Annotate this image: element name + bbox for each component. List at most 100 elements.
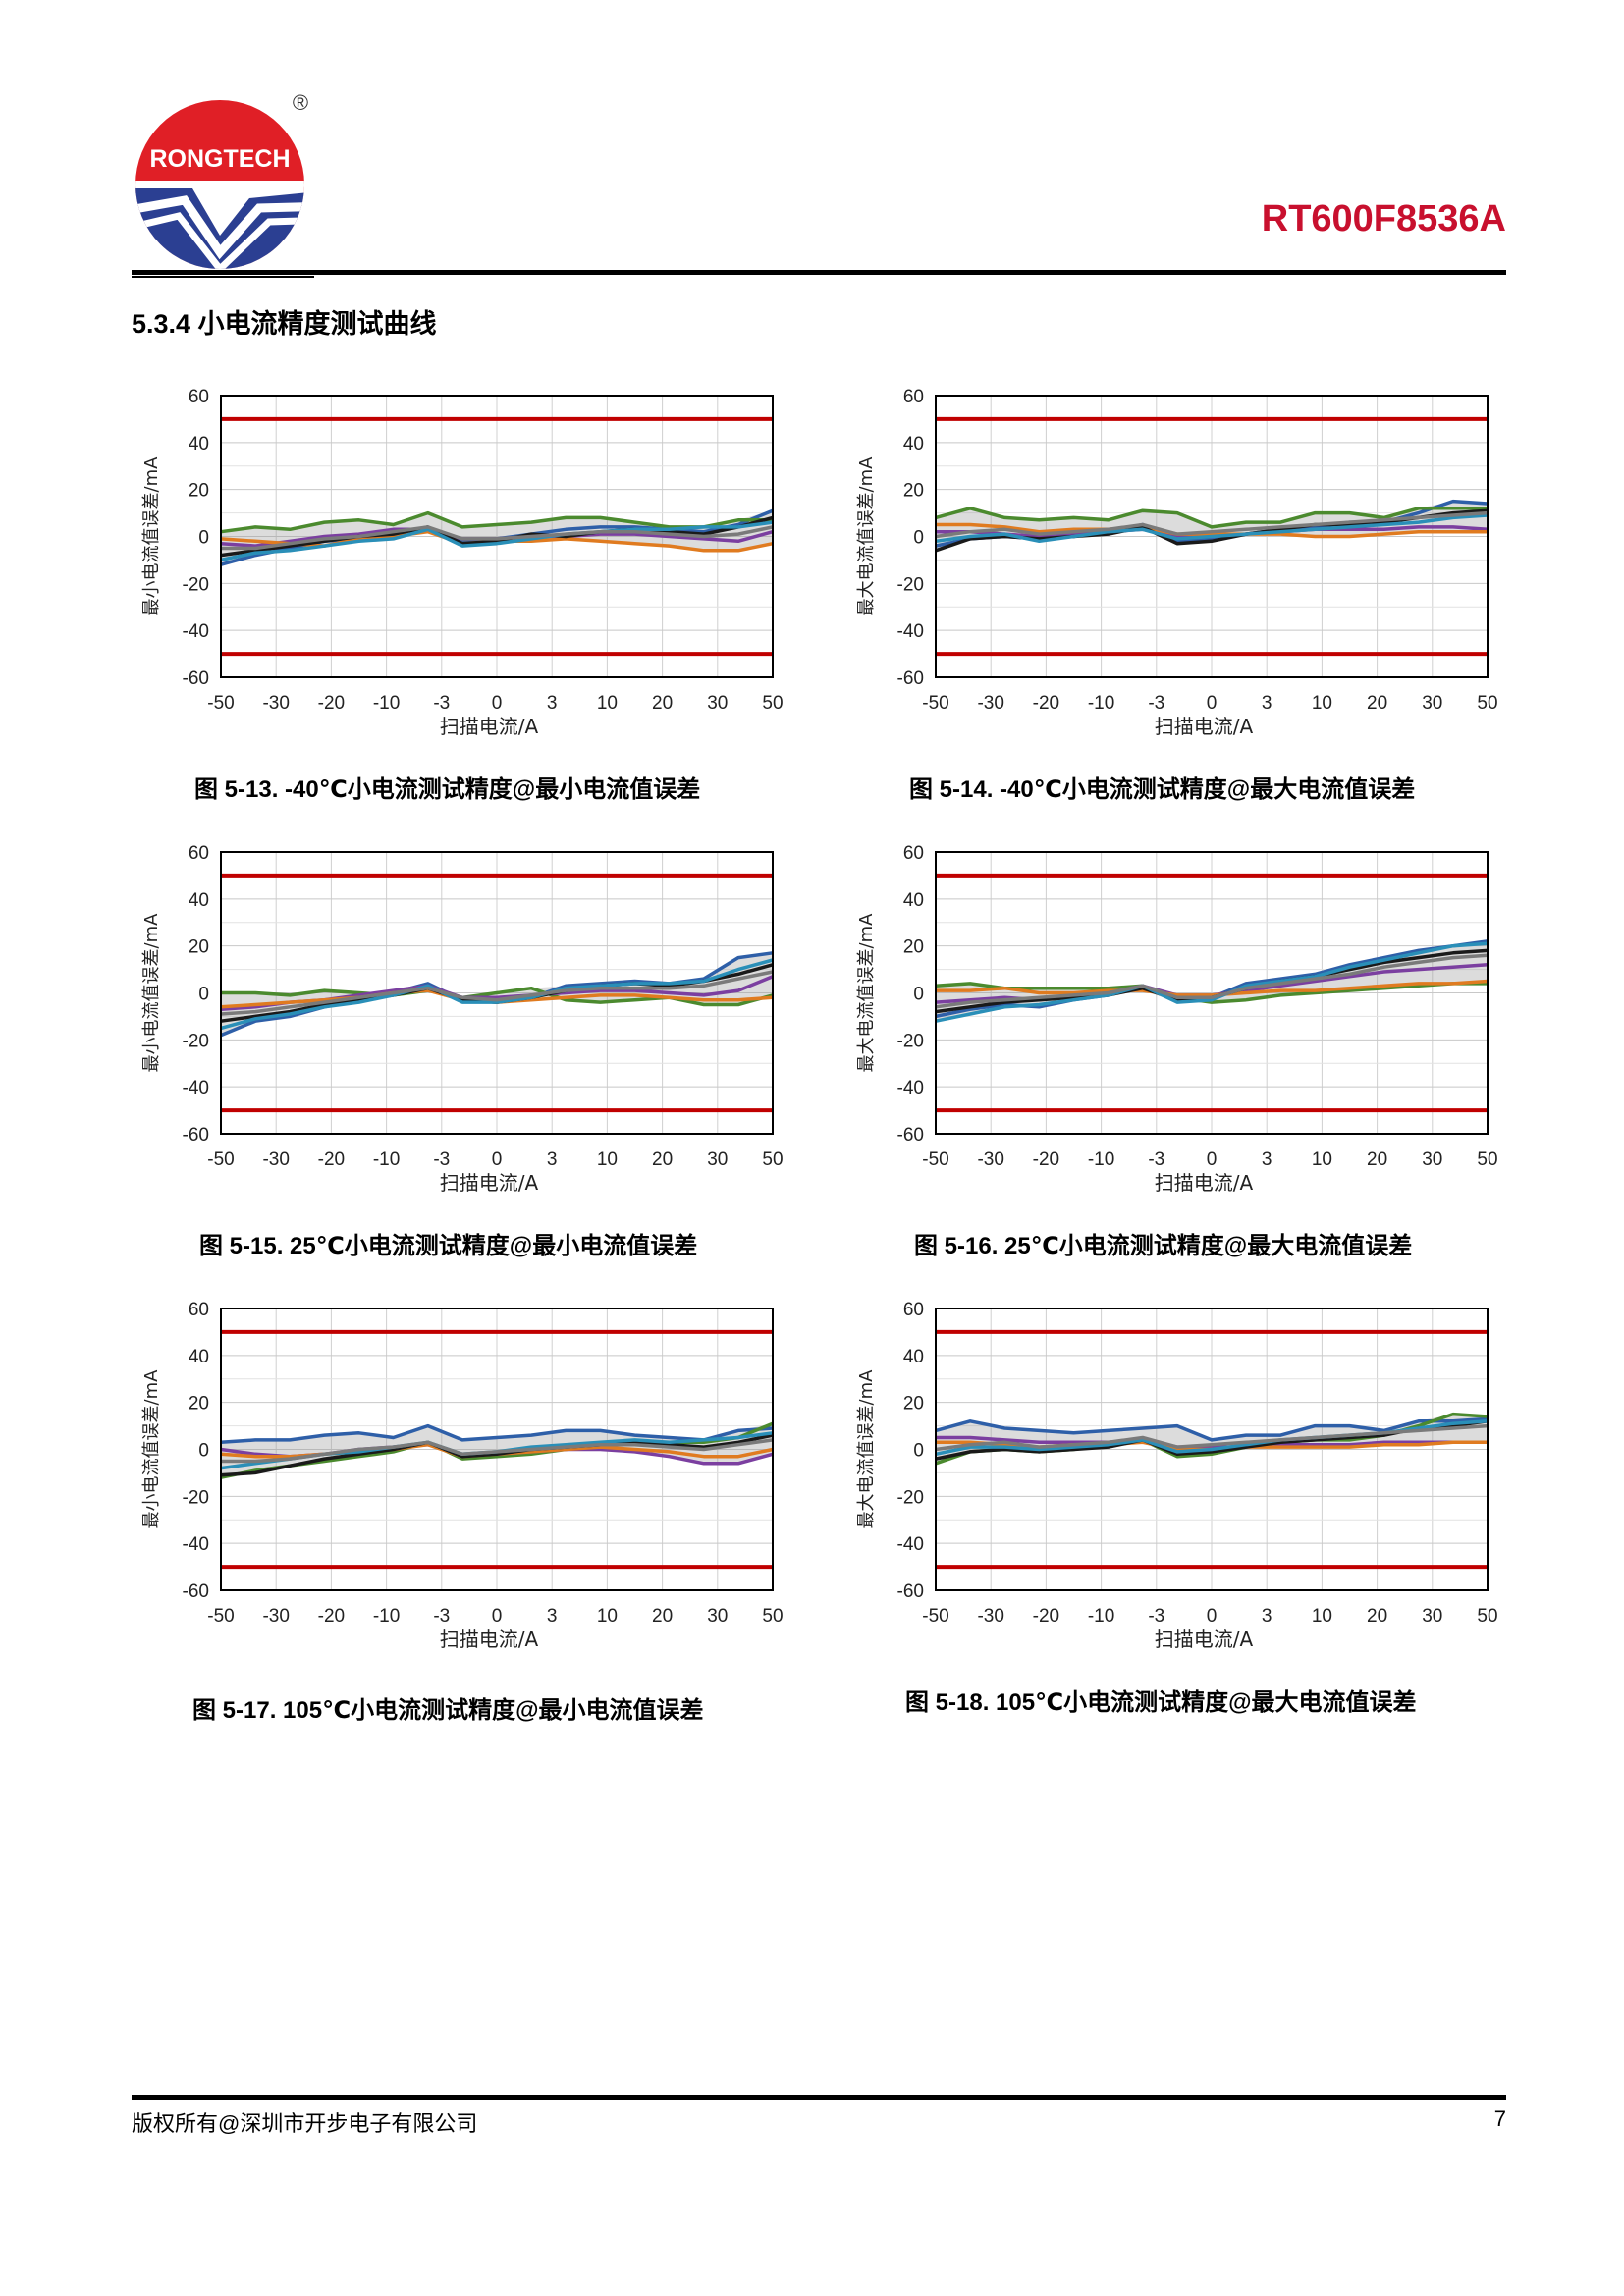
x-tick-label: 30 — [707, 1149, 728, 1170]
x-tick-label: -20 — [318, 693, 345, 714]
y-tick-label: 60 — [903, 387, 924, 407]
x-tick-label: 50 — [1477, 1606, 1497, 1627]
x-tick-label: -20 — [1033, 693, 1059, 714]
series-line-3 — [936, 1435, 1488, 1449]
x-tick-label: -3 — [1148, 693, 1164, 714]
y-axis-label: 最小电流值误差/mA — [141, 1369, 162, 1529]
x-tick-label: -10 — [1088, 693, 1114, 714]
x-tick-label: -50 — [207, 693, 234, 714]
x-tick-label: 50 — [1477, 1149, 1497, 1170]
x-tick-label: 10 — [1312, 1149, 1332, 1170]
x-tick-label: -30 — [262, 1606, 289, 1627]
plot-frame — [220, 851, 774, 1135]
x-tick-label: 3 — [1262, 1149, 1272, 1170]
x-tick-label: -50 — [922, 1149, 948, 1170]
x-tick-label: 30 — [1422, 1606, 1442, 1627]
x-tick-label: -3 — [433, 1149, 450, 1170]
x-axis-label: 扫描电流/A — [1155, 1171, 1254, 1195]
x-tick-label: 30 — [1422, 1149, 1442, 1170]
x-tick-label: -10 — [1088, 1149, 1114, 1170]
x-tick-label: 20 — [1367, 1606, 1387, 1627]
figure-caption-5-16: 图 5-16. 25℃小电流测试精度@最大电流值误差 — [914, 1233, 1413, 1259]
x-tick-label: 0 — [492, 1606, 503, 1627]
x-tick-label: 3 — [547, 1149, 558, 1170]
y-tick-label: 20 — [189, 937, 209, 958]
y-tick-label: 40 — [189, 1347, 209, 1367]
x-tick-label: 10 — [597, 1149, 618, 1170]
figure-caption-5-18: 图 5-18. 105℃小电流测试精度@最大电流值误差 — [905, 1689, 1417, 1716]
document-title: RT600F8536A — [1261, 198, 1506, 240]
svg-text:®: ® — [293, 90, 308, 115]
series-line-2 — [935, 507, 1488, 529]
y-tick-label: -40 — [897, 1534, 924, 1555]
figure-caption-5-14: 图 5-14. -40℃小电流测试精度@最大电流值误差 — [909, 776, 1416, 803]
x-tick-label: 20 — [652, 1149, 673, 1170]
x-tick-label: 20 — [1367, 1149, 1387, 1170]
y-tick-label: 40 — [903, 1347, 924, 1367]
series-line-7 — [935, 953, 1489, 1009]
plot-frame — [220, 395, 774, 678]
x-tick-label: -50 — [922, 1606, 948, 1627]
y-tick-label: -20 — [897, 574, 924, 595]
chart-fig-5-13: 60 40 20 0 -20 -40 -60 -50 -30 -20 -10 -3 0 3 10 20 30 50… — [128, 378, 815, 771]
x-tick-label: 3 — [547, 693, 558, 714]
plot-frame — [935, 851, 1489, 1135]
y-tick-label: 40 — [903, 434, 924, 454]
x-tick-label: 20 — [652, 693, 673, 714]
y-tick-label: -40 — [183, 1534, 209, 1555]
y-tick-label: 0 — [198, 1441, 209, 1462]
chart-fig-5-18: 60 40 20 0 -20 -40 -60 -50 -30 -20 -10 -3 0 3 10 20 30 50… — [842, 1291, 1530, 1683]
y-tick-label: -20 — [897, 1031, 924, 1051]
plot-frame — [220, 1308, 774, 1591]
figure-caption-5-13: 图 5-13. -40℃小电流测试精度@最小电流值误差 — [194, 776, 701, 803]
y-tick-label: 0 — [913, 1441, 924, 1462]
y-tick-label: 0 — [913, 528, 924, 549]
x-tick-label: 10 — [1312, 1606, 1332, 1627]
series-line-2 — [935, 982, 1488, 1004]
x-tick-label: 50 — [1477, 693, 1497, 714]
y-tick-label: 60 — [189, 843, 209, 864]
series-line-7 — [935, 1423, 1489, 1452]
x-tick-label: -3 — [433, 693, 450, 714]
series-line-4 — [936, 979, 1489, 997]
y-tick-label: 60 — [189, 387, 209, 407]
x-tick-label: -30 — [262, 1149, 289, 1170]
x-tick-label: 20 — [1367, 693, 1387, 714]
y-tick-label: -60 — [897, 1581, 924, 1602]
series-line-7 — [220, 970, 774, 1016]
section-title: 5.3.4 小电流精度测试曲线 — [132, 309, 437, 339]
x-tick-label: 20 — [652, 1606, 673, 1627]
x-tick-label: -3 — [1148, 1149, 1164, 1170]
x-tick-label: -10 — [373, 693, 400, 714]
chart-fig-5-15: 60 40 20 0 -20 -40 -60 -50 -30 -20 -10 -3 0 3 10 20 30 50… — [128, 834, 815, 1227]
y-tick-label: -40 — [183, 621, 209, 642]
plot-frame — [935, 395, 1489, 678]
x-tick-label: 30 — [707, 1606, 728, 1627]
x-tick-label: -50 — [207, 1149, 234, 1170]
y-tick-label: 40 — [903, 890, 924, 911]
y-tick-label: -20 — [183, 1487, 209, 1508]
y-tick-label: -40 — [183, 1078, 209, 1098]
x-tick-label: 0 — [492, 693, 503, 714]
y-tick-label: 20 — [903, 1394, 924, 1415]
y-axis-label: 最大电流值误差/mA — [856, 1369, 877, 1529]
x-tick-label: -3 — [433, 1606, 450, 1627]
series-line-5 — [220, 1433, 774, 1477]
y-axis-label: 最小电流值误差/mA — [141, 913, 162, 1073]
svg-text:RONGTECH: RONGTECH — [149, 145, 290, 173]
x-tick-label: -20 — [1033, 1606, 1059, 1627]
x-tick-label: -50 — [207, 1606, 234, 1627]
figure-caption-5-15: 图 5-15. 25℃小电流测试精度@最小电流值误差 — [199, 1233, 698, 1259]
series-line-7 — [221, 1438, 774, 1464]
page-number: 7 — [1493, 2107, 1506, 2131]
plot-frame — [935, 1308, 1489, 1591]
series-line-6 — [935, 941, 1489, 1023]
y-tick-label: -60 — [897, 1125, 924, 1146]
series-line-5 — [220, 515, 774, 558]
y-axis-label: 最大电流值误差/mA — [856, 456, 877, 616]
chart-fig-5-14: 60 40 20 0 -20 -40 -60 -50 -30 -20 -10 -3 0 3 10 20 30 50… — [842, 378, 1530, 771]
x-tick-label: -10 — [1088, 1606, 1114, 1627]
